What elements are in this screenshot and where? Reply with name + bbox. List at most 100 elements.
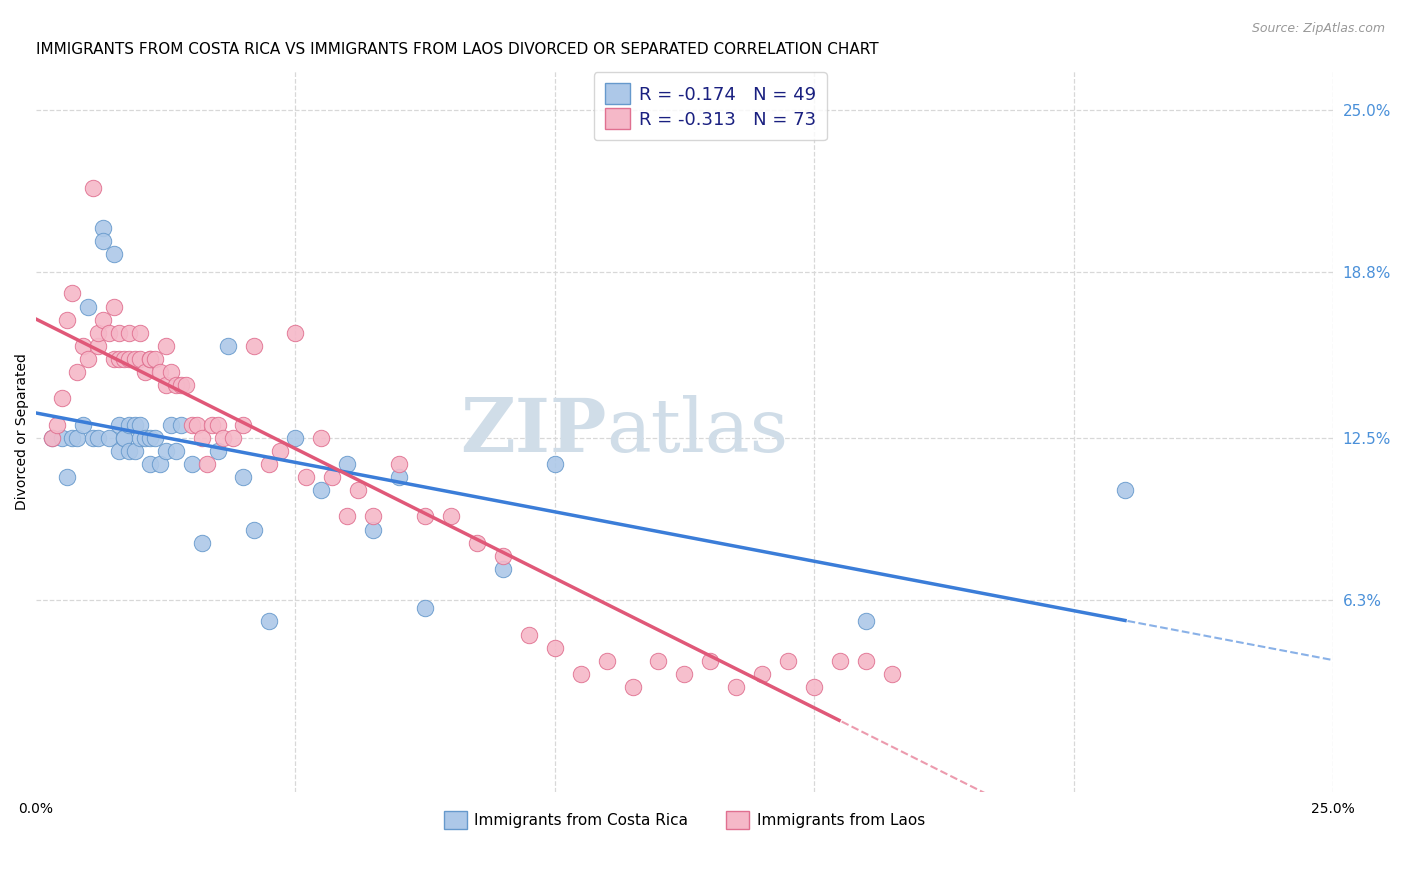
Point [108, 443, 131, 458]
Point [128, 417, 150, 432]
Point [243, 523, 266, 537]
Point [93, 234, 115, 248]
Point [336, 509, 359, 524]
Point [284, 326, 307, 340]
Point [134, 431, 156, 445]
Point [128, 352, 150, 367]
Point [93, 220, 115, 235]
Point [159, 365, 181, 379]
Point [155, 339, 177, 353]
Point [855, 615, 877, 629]
Point [82, 431, 104, 445]
Point [195, 457, 218, 471]
Point [97, 431, 120, 445]
Point [149, 365, 172, 379]
Point [143, 431, 166, 445]
Point [165, 378, 187, 392]
Point [82, 181, 104, 195]
Point [108, 417, 131, 432]
Point [108, 326, 131, 340]
Point [128, 431, 150, 445]
Point [388, 470, 411, 484]
Point [828, 654, 851, 668]
Point [176, 378, 198, 392]
Point [647, 654, 669, 668]
Point [51, 392, 73, 406]
Point [139, 352, 162, 367]
Point [191, 535, 214, 549]
Point [97, 326, 120, 340]
Point [191, 431, 214, 445]
Point [855, 654, 877, 668]
Point [346, 483, 368, 498]
Point [725, 680, 748, 694]
Point [103, 352, 125, 367]
Text: atlas: atlas [606, 394, 789, 467]
Point [124, 352, 146, 367]
Point [134, 365, 156, 379]
Point [41, 431, 63, 445]
Point [87, 431, 110, 445]
Point [413, 509, 436, 524]
Point [294, 470, 316, 484]
Text: IMMIGRANTS FROM COSTA RICA VS IMMIGRANTS FROM LAOS DIVORCED OR SEPARATED CORRELA: IMMIGRANTS FROM COSTA RICA VS IMMIGRANTS… [37, 42, 879, 57]
Point [321, 470, 343, 484]
Point [149, 457, 172, 471]
Point [41, 431, 63, 445]
Point [440, 509, 463, 524]
Point [103, 300, 125, 314]
Point [155, 378, 177, 392]
Point [413, 601, 436, 615]
Point [87, 339, 110, 353]
Point [1114, 483, 1136, 498]
Point [259, 457, 281, 471]
Y-axis label: Divorced or Separated: Divorced or Separated [15, 352, 30, 509]
Point [118, 352, 141, 367]
Point [72, 417, 94, 432]
Point [311, 483, 333, 498]
Text: Source: ZipAtlas.com: Source: ZipAtlas.com [1251, 22, 1385, 36]
Point [269, 443, 291, 458]
Point [76, 352, 98, 367]
Point [51, 431, 73, 445]
Point [112, 431, 135, 445]
Point [211, 431, 233, 445]
Point [544, 457, 567, 471]
Point [180, 417, 202, 432]
Point [66, 431, 89, 445]
Point [259, 615, 281, 629]
Point [222, 431, 245, 445]
Point [361, 509, 384, 524]
Point [201, 417, 224, 432]
Point [139, 431, 162, 445]
Point [778, 654, 800, 668]
Point [492, 562, 515, 576]
Point [165, 443, 187, 458]
Point [66, 365, 89, 379]
Point [56, 470, 79, 484]
Point [621, 680, 644, 694]
Point [72, 339, 94, 353]
Point [170, 417, 193, 432]
Point [232, 470, 254, 484]
Legend: Immigrants from Costa Rica, Immigrants from Laos: Immigrants from Costa Rica, Immigrants f… [437, 805, 931, 835]
Point [336, 457, 359, 471]
Point [243, 339, 266, 353]
Point [517, 627, 540, 641]
Point [108, 352, 131, 367]
Point [311, 431, 333, 445]
Point [103, 247, 125, 261]
Point [128, 326, 150, 340]
Point [112, 352, 135, 367]
Point [207, 443, 229, 458]
Point [155, 443, 177, 458]
Point [124, 443, 146, 458]
Point [595, 654, 617, 668]
Point [124, 417, 146, 432]
Point [880, 666, 903, 681]
Point [170, 378, 193, 392]
Point [186, 417, 208, 432]
Point [232, 417, 254, 432]
Point [492, 549, 515, 563]
Point [87, 326, 110, 340]
